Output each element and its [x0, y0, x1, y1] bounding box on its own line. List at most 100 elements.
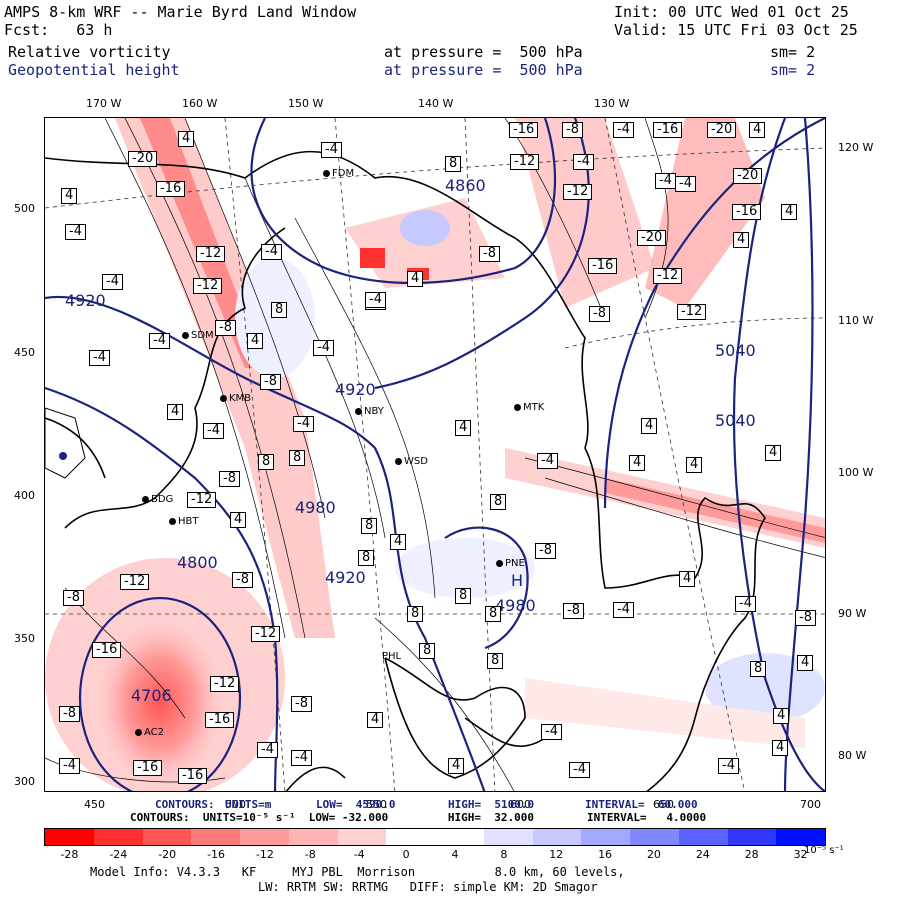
vorticity-max — [360, 248, 385, 268]
vorticity-label: -4 — [291, 750, 312, 766]
vorticity-band — [515, 118, 655, 308]
vorticity-label: -8 — [232, 572, 253, 588]
vorticity-label: 4 — [390, 534, 407, 550]
vorticity-label: -16 — [178, 768, 208, 784]
vorticity-label: -12 — [653, 268, 683, 284]
top-lon-label: 160 W — [182, 97, 218, 110]
vorticity-label: -8 — [219, 471, 240, 487]
map-canvas — [45, 118, 825, 791]
vorticity-label: 8 — [407, 606, 424, 622]
bottom-tick-label: 450 — [84, 798, 105, 811]
vorticity-label: -16 — [156, 181, 186, 197]
station-marker: KMB — [220, 393, 251, 404]
vorticity-label: -8 — [562, 122, 583, 138]
colorbar-swatch — [630, 829, 679, 845]
vorticity-label: -8 — [795, 610, 816, 626]
init-time: Init: 00 UTC Wed 01 Oct 25 — [614, 3, 849, 21]
vorticity-label: -8 — [291, 696, 312, 712]
vorticity-label: -4 — [655, 173, 676, 189]
height-label: 4920 — [325, 568, 366, 587]
colorbar-swatch — [386, 829, 435, 845]
field2-level: at pressure = 500 hPa — [384, 61, 583, 79]
station-marker: PHL — [382, 651, 402, 662]
vorticity-label: -4 — [541, 724, 562, 740]
vorticity-label: -4 — [59, 758, 80, 774]
graticule — [45, 118, 825, 791]
high-pressure-marker: H — [511, 571, 524, 590]
vorticity-label: 8 — [289, 450, 306, 466]
vorticity-label: -16 — [653, 122, 683, 138]
forecast-hour: Fcst: 63 h — [4, 21, 113, 39]
model-info-line2: LW: RRTM SW: RRTMG DIFF: simple KM: 2D S… — [258, 880, 598, 894]
height-label: 5040 — [715, 411, 756, 430]
vorticity-label: -8 — [535, 543, 556, 559]
colorbar-tick-label: -16 — [207, 848, 226, 861]
vorticity-label: -16 — [92, 642, 122, 658]
vorticity-label: 4 — [247, 333, 264, 349]
vorticity-label: -4 — [293, 416, 314, 432]
vorticity-label: 8 — [750, 661, 767, 677]
vorticity-label: -16 — [509, 122, 539, 138]
left-tick-label: 450 — [14, 346, 35, 359]
vorticity-label: 4 — [167, 404, 184, 420]
left-tick-label: 300 — [14, 775, 35, 788]
colorbar-swatch — [727, 829, 777, 845]
colorbar-swatch — [191, 829, 240, 845]
colorbar-swatch — [337, 829, 387, 845]
vorticity-label: 4 — [641, 418, 658, 434]
vorticity-label: -8 — [589, 306, 610, 322]
vorticity-label: -8 — [260, 374, 281, 390]
vorticity-label: 4 — [749, 122, 766, 138]
vorticity-label: -12 — [563, 184, 593, 200]
top-lon-label: 140 W — [418, 97, 454, 110]
left-tick-label: 400 — [14, 489, 35, 502]
vorticity-label: 8 — [487, 653, 504, 669]
top-lon-label: 130 W — [594, 97, 630, 110]
station-marker: SDM — [182, 330, 214, 341]
vorticity-label: -4 — [102, 274, 123, 290]
terrain-marker — [45, 407, 86, 479]
height-label: 4980 — [495, 596, 536, 615]
vorticity-label: 4 — [61, 188, 78, 204]
vorticity-label: -12 — [120, 574, 150, 590]
vorticity-label: 4 — [797, 655, 814, 671]
colorbar-tick-label: -28 — [60, 848, 79, 861]
station-marker: PNE — [496, 558, 525, 569]
vorticity-label: -4 — [537, 453, 558, 469]
right-lon-label: 100 W — [838, 466, 874, 479]
top-lon-label: 150 W — [288, 97, 324, 110]
vorticity-label: -4 — [735, 596, 756, 612]
station-marker: BDG — [142, 494, 173, 505]
vorticity-label: 4 — [367, 712, 384, 728]
vorticity-label: 4 — [773, 708, 790, 724]
vorticity-core — [95, 618, 225, 788]
height-label: 4920 — [335, 380, 376, 399]
colorbar-tick-label: 4 — [451, 848, 459, 861]
colorbar-tick-label: -12 — [255, 848, 274, 861]
vorticity-label: -8 — [63, 590, 84, 606]
vorticity-positive-area — [705, 653, 825, 723]
vorticity-label: -4 — [261, 244, 282, 260]
vorticity-label: -8 — [479, 246, 500, 262]
colorbar-swatch — [142, 829, 192, 845]
title: AMPS 8-km WRF -- Marie Byrd Land Window — [4, 3, 357, 21]
vorticity-label: -12 — [210, 676, 240, 692]
vorticity-label: 8 — [455, 588, 472, 604]
vorticity-label: 4 — [455, 420, 472, 436]
bottom-tick-label: 600 — [510, 798, 531, 811]
colorbar-swatch — [240, 829, 289, 845]
field1-level: at pressure = 500 hPa — [384, 43, 583, 61]
colorbar-tick-label: 16 — [598, 848, 613, 861]
vorticity-label: -16 — [732, 204, 762, 220]
vorticity-label: 4 — [407, 271, 424, 287]
vorticity-label: 8 — [445, 156, 462, 172]
vorticity-band-strong — [140, 118, 265, 368]
height-label: 4706 — [131, 686, 172, 705]
vorticity-label: -16 — [588, 258, 618, 274]
colorbar-swatch — [678, 829, 728, 845]
vorticity-contour-info: CONTOURS: UNITS=10⁻⁵ s⁻¹ LOW= -32.000 HI… — [130, 811, 707, 824]
vorticity-label: 8 — [361, 518, 378, 534]
vorticity-label: -8 — [59, 706, 80, 722]
colorbar-swatch — [776, 829, 825, 845]
vorticity-label: -12 — [193, 278, 223, 294]
